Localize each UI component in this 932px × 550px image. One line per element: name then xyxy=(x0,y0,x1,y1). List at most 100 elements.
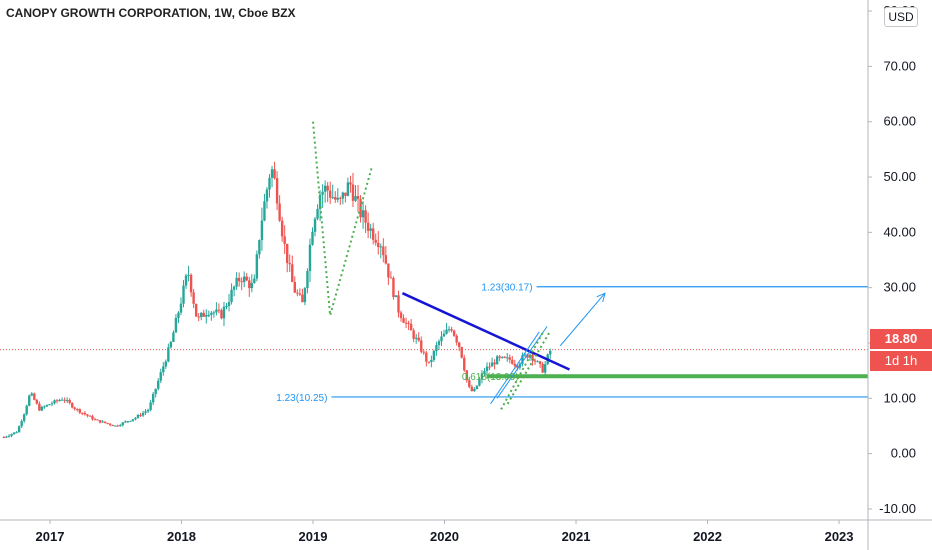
x-axis: 2017 2018 2019 2020 2021 2022 2023 xyxy=(0,519,932,544)
candle-up xyxy=(414,337,418,339)
candle-down xyxy=(93,419,97,421)
fib-level-label: 1.23(30.17) xyxy=(481,283,532,294)
candle-up xyxy=(311,231,314,245)
candle-up xyxy=(20,421,23,427)
candle-down xyxy=(293,281,296,293)
candle-down xyxy=(38,403,41,411)
candle-up xyxy=(435,345,438,351)
candle-up xyxy=(473,389,476,392)
candle-down xyxy=(351,184,355,201)
candle-up xyxy=(15,432,18,434)
y-tick-label: -10.00 xyxy=(879,501,916,516)
candle-up xyxy=(475,385,479,390)
candle-up xyxy=(265,189,269,202)
candle-up xyxy=(43,406,46,408)
candle-up xyxy=(308,244,312,272)
candle-down xyxy=(402,318,405,323)
x-tick-label: 2023 xyxy=(825,529,854,544)
candle-down xyxy=(516,365,519,368)
candle-down xyxy=(86,414,89,416)
candle-down xyxy=(98,420,102,423)
candle-down xyxy=(533,360,537,362)
candle-up xyxy=(361,210,365,218)
candle-up xyxy=(200,312,203,318)
x-tick-label: 2017 xyxy=(36,529,65,544)
projection-arrow-head xyxy=(596,292,606,303)
candle-up xyxy=(28,395,31,406)
candle-up xyxy=(30,393,33,396)
candle-down xyxy=(96,419,99,421)
candle-up xyxy=(65,400,69,402)
candle-up xyxy=(243,276,246,283)
candle-down xyxy=(76,408,79,410)
candle-down xyxy=(240,281,243,283)
y-tick-label: 40.00 xyxy=(883,224,916,239)
candle-up xyxy=(316,208,319,219)
candle-down xyxy=(493,362,496,365)
candle-down xyxy=(248,280,251,289)
candle-up xyxy=(174,317,178,333)
candle-down xyxy=(273,169,276,179)
candle-down xyxy=(278,203,281,221)
dotted-pattern-line xyxy=(500,331,545,410)
candle-up xyxy=(490,362,494,367)
bar-countdown-tag: 1d 1h xyxy=(870,351,932,371)
x-tick-label: 2021 xyxy=(562,529,591,544)
candle-up xyxy=(506,357,509,359)
candle-up xyxy=(336,197,339,200)
candle-down xyxy=(108,423,112,425)
candle-up xyxy=(60,399,64,401)
chart-title: CANOPY GROWTH CORPORATION, 1W, Cboe BZX xyxy=(6,6,296,20)
candle-up xyxy=(129,420,132,422)
candle-up xyxy=(164,361,168,367)
candle-down xyxy=(382,246,385,256)
candle-down xyxy=(111,424,114,426)
candle-up xyxy=(58,399,61,401)
y-tick-label: 50.00 xyxy=(883,169,916,184)
drawings: 1.23(30.17) 1.23(10.25) 0.618(13.99) xyxy=(276,121,868,410)
candle-up xyxy=(346,182,350,196)
candle-up xyxy=(210,312,213,315)
candle-down xyxy=(103,421,107,423)
channel-line xyxy=(490,331,540,405)
candle-down xyxy=(106,422,109,424)
candle-down xyxy=(465,370,468,381)
candle-up xyxy=(341,192,345,199)
candle-down xyxy=(78,409,82,413)
candle-down xyxy=(389,277,393,279)
candle-up xyxy=(134,417,137,420)
candle-up xyxy=(225,305,228,307)
candle-up xyxy=(146,409,150,412)
candle-down xyxy=(291,264,294,282)
candle-up xyxy=(321,191,324,195)
candle-down xyxy=(498,356,501,358)
candle-down xyxy=(397,295,400,313)
candle-up xyxy=(151,393,155,403)
candle-up xyxy=(331,197,334,199)
candle-down xyxy=(339,197,342,199)
candle-down xyxy=(220,310,223,319)
candle-up xyxy=(101,421,104,423)
last-price-tag: 18.80 xyxy=(870,329,932,349)
candle-down xyxy=(356,196,360,200)
candle-down xyxy=(470,386,474,392)
candle-down xyxy=(427,361,431,363)
candle-down xyxy=(508,357,511,360)
projection-arrow-shaft xyxy=(559,292,606,347)
candle-up xyxy=(207,314,211,316)
currency-button[interactable]: USD xyxy=(884,7,918,27)
candle-down xyxy=(455,335,458,343)
y-tick-label: 30.00 xyxy=(883,280,916,295)
candle-down xyxy=(73,407,76,409)
candle-down xyxy=(349,182,352,185)
candle-down xyxy=(116,425,119,427)
candle-up xyxy=(187,274,190,276)
candle-up xyxy=(136,414,140,418)
candle-up xyxy=(5,436,8,438)
candle-up xyxy=(212,312,216,314)
candle-up xyxy=(485,366,489,372)
candle-up xyxy=(235,277,238,287)
candle-up xyxy=(227,302,231,306)
candle-down xyxy=(364,210,367,223)
